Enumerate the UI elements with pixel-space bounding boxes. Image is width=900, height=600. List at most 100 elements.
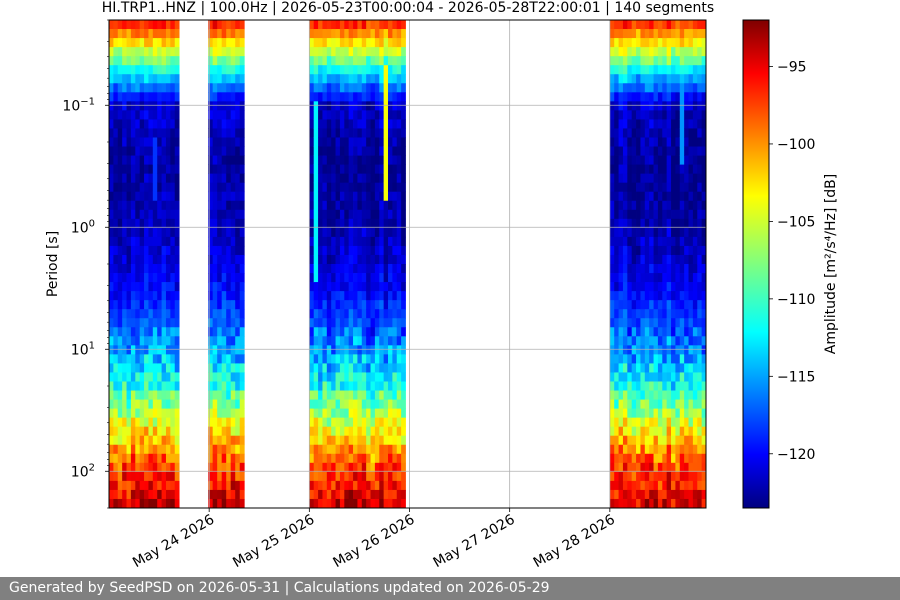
heatmap-cell <box>348 471 354 482</box>
heatmap-cell <box>614 146 619 156</box>
heatmap-cell <box>666 29 672 39</box>
heatmap-cell <box>627 408 633 419</box>
heatmap-cell <box>383 146 389 156</box>
heatmap-cell <box>139 435 145 446</box>
heatmap-cell <box>130 245 136 256</box>
heatmap-cell <box>701 245 706 256</box>
heatmap-cell <box>165 92 171 102</box>
heatmap-cell <box>697 101 703 111</box>
heatmap-cell <box>313 20 319 30</box>
heatmap-cell <box>401 254 406 265</box>
heatmap-cell <box>379 291 385 301</box>
heatmap-cell <box>361 236 367 247</box>
heatmap-cell <box>322 182 328 193</box>
heatmap-cell <box>221 47 227 57</box>
heatmap-cell <box>239 218 245 229</box>
heatmap-cell <box>117 74 123 84</box>
heatmap-cell <box>653 345 659 355</box>
heatmap-cell <box>318 56 323 66</box>
heatmap-cell <box>309 29 315 39</box>
heatmap-cell <box>644 462 650 473</box>
heatmap-cell <box>326 209 332 220</box>
heatmap-cell <box>331 273 336 283</box>
heatmap-cell <box>396 291 402 301</box>
heatmap-cell <box>379 74 385 84</box>
heatmap-cell <box>152 489 158 500</box>
heatmap-cell <box>666 137 672 147</box>
heatmap-cell <box>388 155 393 165</box>
y-tick-label-0.1: 10−1 <box>62 96 95 114</box>
heatmap-cell <box>636 471 641 482</box>
heatmap-cell <box>157 318 162 328</box>
heatmap-cell <box>148 462 154 473</box>
heatmap-cell <box>701 92 706 102</box>
heatmap-cell <box>640 173 646 184</box>
heatmap-cell <box>174 128 180 138</box>
heatmap-cell <box>217 65 223 75</box>
colorbar-tick-label: −100 <box>777 137 815 153</box>
heatmap-cell <box>653 363 659 373</box>
heatmap-cell <box>401 137 406 147</box>
heatmap-cell <box>313 318 319 328</box>
heatmap-cell <box>174 164 180 175</box>
heatmap-cell <box>208 336 214 346</box>
heatmap-cell <box>357 345 363 355</box>
heatmap-cell <box>396 110 402 120</box>
heatmap-cell <box>221 426 227 437</box>
heatmap-cell <box>636 363 641 373</box>
heatmap-cell <box>361 489 367 500</box>
heatmap-cell <box>374 218 380 229</box>
colorbar-gradient <box>742 19 770 509</box>
heatmap-cell <box>322 254 328 265</box>
heatmap-cell <box>109 408 114 419</box>
heatmap-cell <box>609 56 615 66</box>
heatmap-cell <box>697 182 703 193</box>
heatmap-cell <box>631 471 637 482</box>
heatmap-cell <box>212 390 218 400</box>
heatmap-cell <box>117 462 123 473</box>
heatmap-cell <box>627 462 633 473</box>
heatmap-cell <box>344 38 350 48</box>
heatmap-cell <box>226 29 232 39</box>
heatmap-cell <box>401 354 406 364</box>
heatmap-cell <box>326 300 332 310</box>
heatmap-cell <box>644 498 650 508</box>
heatmap-cell <box>662 74 668 84</box>
heatmap-cell <box>679 444 685 455</box>
heatmap-cell <box>684 381 689 391</box>
heatmap-cell <box>366 191 371 202</box>
heatmap-cell <box>357 92 363 102</box>
heatmap-cell <box>662 227 668 238</box>
heatmap-cell <box>388 119 393 129</box>
heatmap-cell <box>335 345 341 355</box>
heatmap-cell <box>344 453 350 464</box>
heatmap-cell <box>666 47 672 57</box>
heatmap-cell <box>148 399 154 409</box>
heatmap-cell <box>212 164 218 175</box>
heatmap-cell <box>392 29 398 39</box>
heatmap-cell <box>657 128 663 138</box>
heatmap-cell <box>374 318 380 328</box>
heatmap-cell <box>217 282 223 292</box>
heatmap-cell <box>126 336 132 346</box>
heatmap-cell <box>344 408 350 419</box>
heatmap-cell <box>640 417 646 428</box>
heatmap-cell <box>109 155 114 165</box>
heatmap-cell <box>692 173 698 184</box>
heatmap-cell <box>335 480 341 491</box>
heatmap-cell <box>640 363 646 373</box>
heatmap-cell <box>331 345 336 355</box>
heatmap-cell <box>217 300 223 310</box>
heatmap-cell <box>649 155 654 165</box>
heatmap-cell <box>679 20 685 30</box>
heatmap-cell <box>697 489 703 500</box>
heatmap-cell <box>675 291 681 301</box>
heatmap-cell <box>692 83 698 93</box>
heatmap-cell <box>653 264 659 274</box>
heatmap-cell <box>226 498 232 508</box>
heatmap-cell <box>614 119 619 129</box>
heatmap-cell <box>649 47 654 57</box>
heatmap-cell <box>144 164 149 175</box>
heatmap-cell <box>614 399 619 409</box>
heatmap-cell <box>322 480 328 491</box>
